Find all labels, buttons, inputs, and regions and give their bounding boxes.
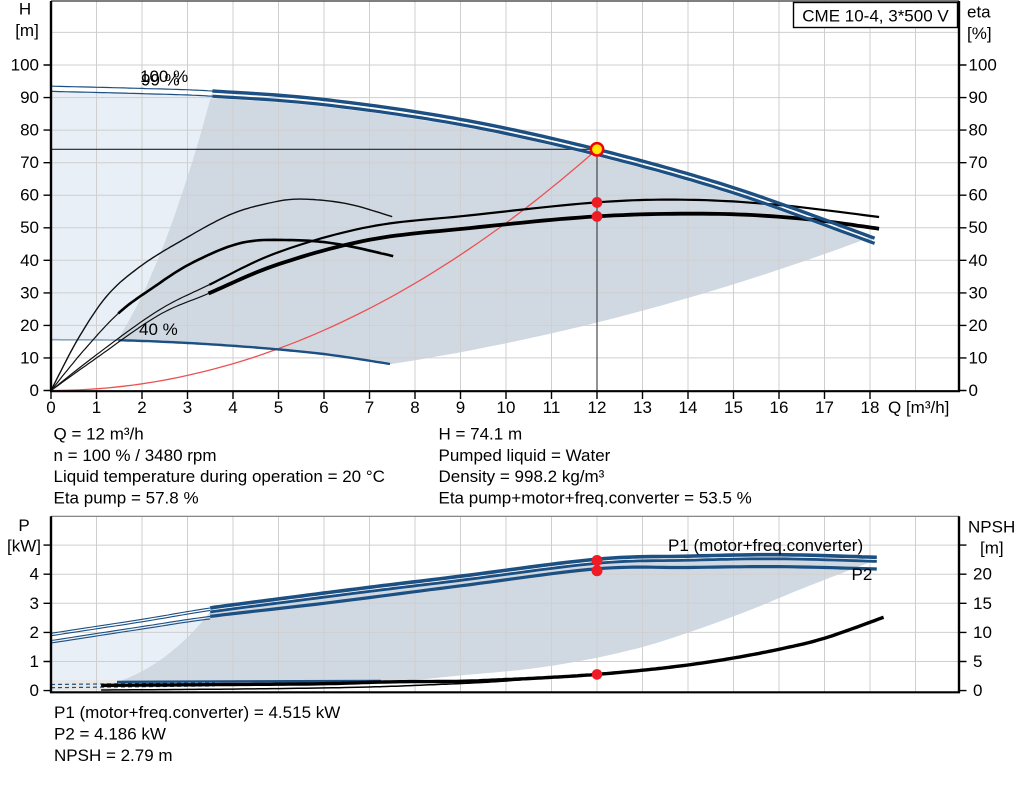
svg-text:20: 20	[969, 316, 988, 335]
svg-text:[m]: [m]	[980, 539, 1004, 558]
svg-text:3: 3	[30, 594, 39, 613]
svg-text:9: 9	[456, 398, 465, 417]
svg-text:80: 80	[20, 121, 39, 140]
svg-text:40 %: 40 %	[139, 320, 178, 339]
svg-text:0: 0	[969, 381, 978, 400]
svg-text:1: 1	[30, 652, 39, 671]
svg-text:1: 1	[92, 398, 101, 417]
svg-text:H: H	[19, 0, 31, 19]
svg-text:Q [m³/h]: Q [m³/h]	[888, 398, 949, 417]
svg-text:0: 0	[30, 681, 39, 700]
svg-text:P1 (motor+freq.converter) = 4.: P1 (motor+freq.converter) = 4.515 kW	[54, 703, 340, 722]
svg-text:10: 10	[20, 348, 39, 367]
svg-text:0: 0	[30, 381, 39, 400]
svg-text:H = 74.1 m: H = 74.1 m	[439, 424, 523, 443]
svg-text:15: 15	[973, 594, 992, 613]
svg-text:99 %: 99 %	[141, 71, 180, 90]
svg-text:0: 0	[46, 398, 55, 417]
svg-text:Liquid temperature during oper: Liquid temperature during operation = 20…	[54, 467, 385, 486]
svg-text:5: 5	[274, 398, 283, 417]
svg-text:[m]: [m]	[15, 21, 39, 40]
svg-text:Pumped liquid = Water: Pumped liquid = Water	[439, 446, 611, 465]
svg-text:90: 90	[969, 88, 988, 107]
svg-text:6: 6	[319, 398, 328, 417]
svg-text:P2: P2	[852, 565, 873, 584]
svg-text:P2 = 4.186 kW: P2 = 4.186 kW	[54, 724, 166, 743]
svg-text:0: 0	[973, 681, 982, 700]
svg-text:4: 4	[30, 565, 39, 584]
svg-text:2: 2	[30, 623, 39, 642]
svg-text:NPSH = 2.79 m: NPSH = 2.79 m	[54, 746, 173, 765]
svg-text:11: 11	[543, 398, 561, 417]
svg-text:20: 20	[973, 565, 992, 584]
svg-text:[kW]: [kW]	[7, 537, 41, 556]
svg-text:18: 18	[861, 398, 880, 417]
svg-text:15: 15	[724, 398, 743, 417]
svg-text:Eta pump = 57.8 %: Eta pump = 57.8 %	[54, 489, 199, 508]
svg-text:70: 70	[969, 153, 988, 172]
svg-text:80: 80	[969, 121, 988, 140]
svg-text:16: 16	[770, 398, 789, 417]
svg-text:3: 3	[183, 398, 192, 417]
svg-text:60: 60	[20, 186, 39, 205]
svg-text:40: 40	[20, 251, 39, 270]
svg-text:30: 30	[20, 283, 39, 302]
svg-text:100 %: 100 %	[140, 67, 188, 86]
svg-text:14: 14	[679, 398, 698, 417]
svg-text:Q = 12 m³/h: Q = 12 m³/h	[54, 424, 144, 443]
svg-text:NPSH: NPSH	[968, 518, 1015, 537]
svg-text:7: 7	[365, 398, 374, 417]
svg-text:10: 10	[973, 623, 992, 642]
svg-text:10: 10	[969, 348, 988, 367]
svg-text:30: 30	[969, 283, 988, 302]
svg-text:8: 8	[410, 398, 419, 417]
svg-text:Eta pump+motor+freq.converter: Eta pump+motor+freq.converter = 53.5 %	[439, 489, 752, 508]
svg-text:70: 70	[20, 153, 39, 172]
svg-text:n = 100 % / 3480 rpm: n = 100 % / 3480 rpm	[54, 446, 217, 465]
svg-text:50: 50	[969, 218, 988, 237]
svg-text:17: 17	[815, 398, 834, 417]
svg-text:60: 60	[969, 186, 988, 205]
svg-text:50: 50	[20, 218, 39, 237]
svg-text:13: 13	[633, 398, 652, 417]
svg-text:4: 4	[228, 398, 237, 417]
svg-text:100: 100	[11, 56, 39, 75]
svg-text:20: 20	[20, 316, 39, 335]
svg-text:2: 2	[137, 398, 146, 417]
svg-text:5: 5	[973, 652, 982, 671]
svg-text:Density = 998.2 kg/m³: Density = 998.2 kg/m³	[439, 467, 605, 486]
svg-text:P1 (motor+freq.converter): P1 (motor+freq.converter)	[668, 536, 863, 555]
svg-text:[%]: [%]	[967, 24, 992, 43]
svg-text:CME 10-4, 3*500 V: CME 10-4, 3*500 V	[802, 7, 949, 26]
svg-text:100: 100	[969, 56, 997, 75]
svg-text:10: 10	[497, 398, 516, 417]
svg-text:P: P	[18, 516, 29, 535]
svg-text:12: 12	[588, 398, 607, 417]
svg-text:90: 90	[20, 88, 39, 107]
svg-text:40: 40	[969, 251, 988, 270]
svg-text:eta: eta	[967, 3, 991, 22]
